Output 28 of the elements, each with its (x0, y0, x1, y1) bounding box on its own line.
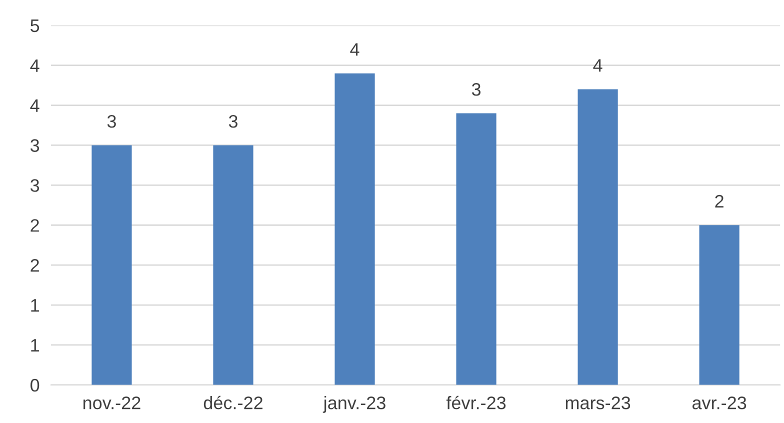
x-tick-label: avr.-23 (692, 396, 746, 410)
y-tick-label: 4 (30, 59, 40, 72)
data-label: 3 (107, 114, 116, 128)
y-tick-label: 4 (30, 99, 40, 112)
bar (699, 225, 740, 385)
x-tick-label: nov.-22 (83, 396, 140, 410)
bar (334, 73, 375, 385)
y-tick-label: 0 (30, 378, 40, 392)
y-tick-label: 1 (31, 299, 39, 312)
bar (92, 145, 132, 385)
x-tick-label: janv.-23 (322, 396, 386, 413)
data-label: 4 (593, 59, 602, 72)
bar (456, 113, 496, 385)
data-label: 4 (350, 43, 360, 56)
data-label: 2 (715, 194, 724, 208)
data-label: 3 (228, 114, 238, 128)
y-tick-label: 1 (31, 339, 39, 352)
y-tick-label: 3 (30, 179, 40, 192)
x-tick-label: févr.-23 (446, 396, 506, 410)
y-tick-label: 3 (30, 139, 40, 152)
x-tick-label: mars-23 (566, 396, 630, 410)
data-label: 3 (472, 83, 481, 96)
y-tick-label: 2 (30, 259, 39, 272)
x-tick-label: déc.-22 (204, 396, 262, 410)
bar (213, 145, 254, 385)
y-tick-label: 2 (30, 219, 39, 232)
bar (578, 89, 618, 385)
y-tick-label: 5 (30, 20, 40, 32)
